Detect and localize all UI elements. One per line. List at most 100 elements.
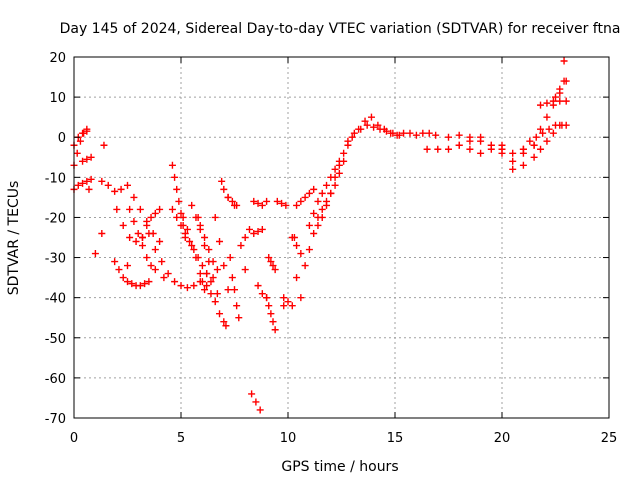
data-point [145, 229, 153, 237]
series-seg-41 [530, 121, 564, 161]
data-point [203, 270, 211, 278]
data-point [237, 242, 245, 250]
data-point [350, 129, 358, 137]
data-point [183, 284, 191, 292]
data-point [181, 229, 189, 237]
series-seg-23 [254, 282, 271, 302]
series-seg-4 [126, 205, 159, 274]
data-point [562, 121, 570, 129]
data-point [231, 201, 238, 209]
data-point [477, 149, 485, 157]
data-point [543, 99, 551, 107]
data-point [168, 205, 176, 213]
y-axis-label: SDTVAR / TECUs [6, 181, 22, 296]
data-point [216, 238, 224, 246]
series-seg-19 [250, 225, 266, 237]
y-tick-label: -30 [45, 252, 66, 267]
data-point [220, 185, 228, 193]
x-tick-label: 10 [280, 431, 297, 446]
data-point [265, 254, 273, 262]
data-point [76, 137, 84, 145]
data-point [537, 125, 545, 133]
data-point [519, 145, 527, 153]
data-point [487, 145, 495, 153]
data-point [556, 97, 564, 105]
data-point [168, 161, 176, 169]
data-point [310, 185, 318, 193]
data-point [87, 175, 95, 183]
data-point [344, 137, 352, 145]
data-point [228, 274, 236, 282]
data-point [432, 131, 440, 139]
data-point [205, 246, 213, 254]
x-tick-label: 0 [70, 431, 78, 446]
data-point [158, 258, 166, 266]
data-point [188, 242, 196, 250]
data-point [151, 266, 159, 274]
data-point [327, 189, 335, 197]
data-point [562, 97, 570, 105]
data-point [271, 326, 279, 334]
data-point [539, 129, 547, 137]
data-point [552, 93, 559, 101]
data-point [113, 205, 121, 213]
data-point [393, 131, 401, 139]
data-point [301, 262, 309, 270]
data-point [284, 298, 292, 306]
data-point [128, 280, 136, 288]
series-seg-16 [218, 177, 232, 201]
data-point [455, 131, 463, 139]
data-point [126, 205, 134, 213]
data-point [196, 221, 204, 229]
data-point [183, 225, 191, 233]
data-point [498, 149, 506, 157]
series-seg-12 [198, 278, 228, 326]
data-point [220, 318, 228, 326]
data-point [87, 153, 95, 161]
series-seg-28 [293, 274, 305, 302]
data-point [282, 201, 290, 209]
data-point [156, 205, 164, 213]
data-point [192, 254, 200, 262]
data-point [98, 229, 106, 237]
data-point [509, 149, 517, 157]
data-point [79, 157, 87, 165]
data-point [177, 209, 185, 217]
series-seg-17 [237, 225, 253, 250]
data-point [254, 227, 262, 235]
data-point [423, 145, 431, 153]
data-point [258, 290, 266, 298]
data-point [245, 225, 253, 233]
data-point [147, 213, 155, 221]
data-point [119, 274, 127, 282]
data-point [271, 266, 279, 274]
data-point [241, 234, 249, 241]
series-seg-20 [265, 254, 279, 274]
data-point [124, 262, 131, 270]
data-point [124, 181, 131, 189]
data-point [117, 185, 125, 193]
data-point [201, 286, 209, 294]
data-point [74, 181, 82, 189]
data-point [171, 173, 179, 181]
data-point [305, 221, 313, 229]
data-point [269, 318, 277, 326]
series-seg-29 [301, 141, 352, 270]
series-seg-30 [305, 157, 343, 229]
data-point [83, 177, 91, 185]
data-point [526, 137, 534, 145]
data-point [288, 302, 296, 310]
data-point [254, 199, 262, 207]
data-point [211, 213, 219, 221]
data-point [224, 193, 232, 201]
data-point [348, 133, 356, 141]
data-point [209, 274, 217, 282]
data-point [186, 238, 194, 246]
x-axis-ticks: 0 5 10 15 20 25 [70, 57, 617, 446]
series-seg-35 [423, 133, 527, 165]
data-point [419, 129, 427, 137]
data-point [132, 238, 140, 246]
series-seg-10 [179, 213, 209, 294]
data-point [477, 133, 485, 141]
